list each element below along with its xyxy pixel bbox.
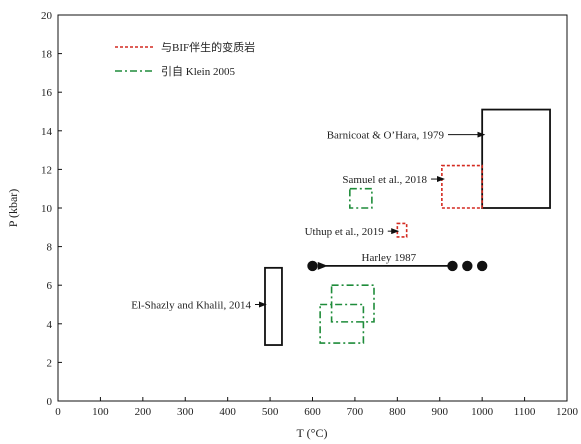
y-tick-label: 0: [47, 396, 53, 408]
y-tick-label: 8: [47, 242, 53, 254]
box-klein-1: [349, 187, 373, 209]
annotation-uthup: Uthup et al., 2019: [305, 226, 385, 238]
y-axis-ticks: 0 2 4 6 8 10 12 14 16 18 20: [41, 10, 62, 408]
x-tick-label: 300: [177, 406, 194, 418]
y-tick-label: 2: [47, 357, 53, 369]
y-tick-label: 4: [47, 319, 53, 331]
annotation-samuel: Samuel et al., 2018: [342, 174, 427, 186]
box-uthup: [396, 222, 408, 238]
x-axis-ticks: 0 100 200 300 400 500 600 700 800 900 1000 1100 1200: [55, 397, 579, 418]
y-tick-label: 20: [41, 10, 53, 22]
y-tick-label: 12: [41, 164, 52, 176]
legend-label-bif: 与BIF伴生的变质岩: [161, 40, 255, 54]
x-tick-label: 1000: [471, 406, 494, 418]
x-tick-label: 900: [432, 406, 449, 418]
x-tick-label: 500: [262, 406, 279, 418]
box-el-shazly: [264, 266, 283, 346]
harley-point: [462, 260, 473, 272]
x-tick-label: 1200: [556, 406, 579, 418]
annotations: Barnicoat & O’Hara, 1979 Samuel et al., 2…: [131, 130, 486, 312]
annotation-harley: Harley 1987: [362, 252, 417, 264]
x-tick-label: 200: [135, 406, 152, 418]
field-boxes: [264, 108, 551, 346]
box-samuel: [441, 164, 483, 209]
box-klein-3: [319, 303, 365, 344]
box-klein-2: [330, 284, 375, 323]
y-tick-label: 16: [41, 87, 53, 99]
y-tick-label: 10: [41, 203, 53, 215]
x-tick-label: 1100: [514, 406, 536, 418]
legend-label-klein: 引自 Klein 2005: [161, 64, 235, 78]
y-tick-label: 6: [47, 280, 53, 292]
harley-point: [476, 260, 488, 272]
y-axis-label: P (kbar): [6, 189, 20, 228]
y-tick-label: 14: [41, 126, 53, 138]
legend: 与BIF伴生的变质岩 引自 Klein 2005: [115, 40, 255, 78]
annotation-el-shazly: El-Shazly and Khalil, 2014: [131, 300, 251, 312]
annotation-barnicoat: Barnicoat & O’Hara, 1979: [327, 130, 445, 142]
y-tick-label: 18: [41, 49, 53, 61]
x-tick-label: 400: [219, 406, 236, 418]
x-tick-label: 100: [92, 406, 109, 418]
harley-point: [447, 260, 458, 272]
x-tick-label: 0: [55, 406, 61, 418]
x-tick-label: 700: [347, 406, 364, 418]
box-barnicoat: [481, 108, 551, 209]
harley-points: [307, 260, 488, 272]
harley-point: [307, 260, 318, 272]
x-axis-label: T (°C): [297, 426, 328, 440]
x-tick-label: 600: [304, 406, 321, 418]
x-tick-label: 800: [389, 406, 406, 418]
